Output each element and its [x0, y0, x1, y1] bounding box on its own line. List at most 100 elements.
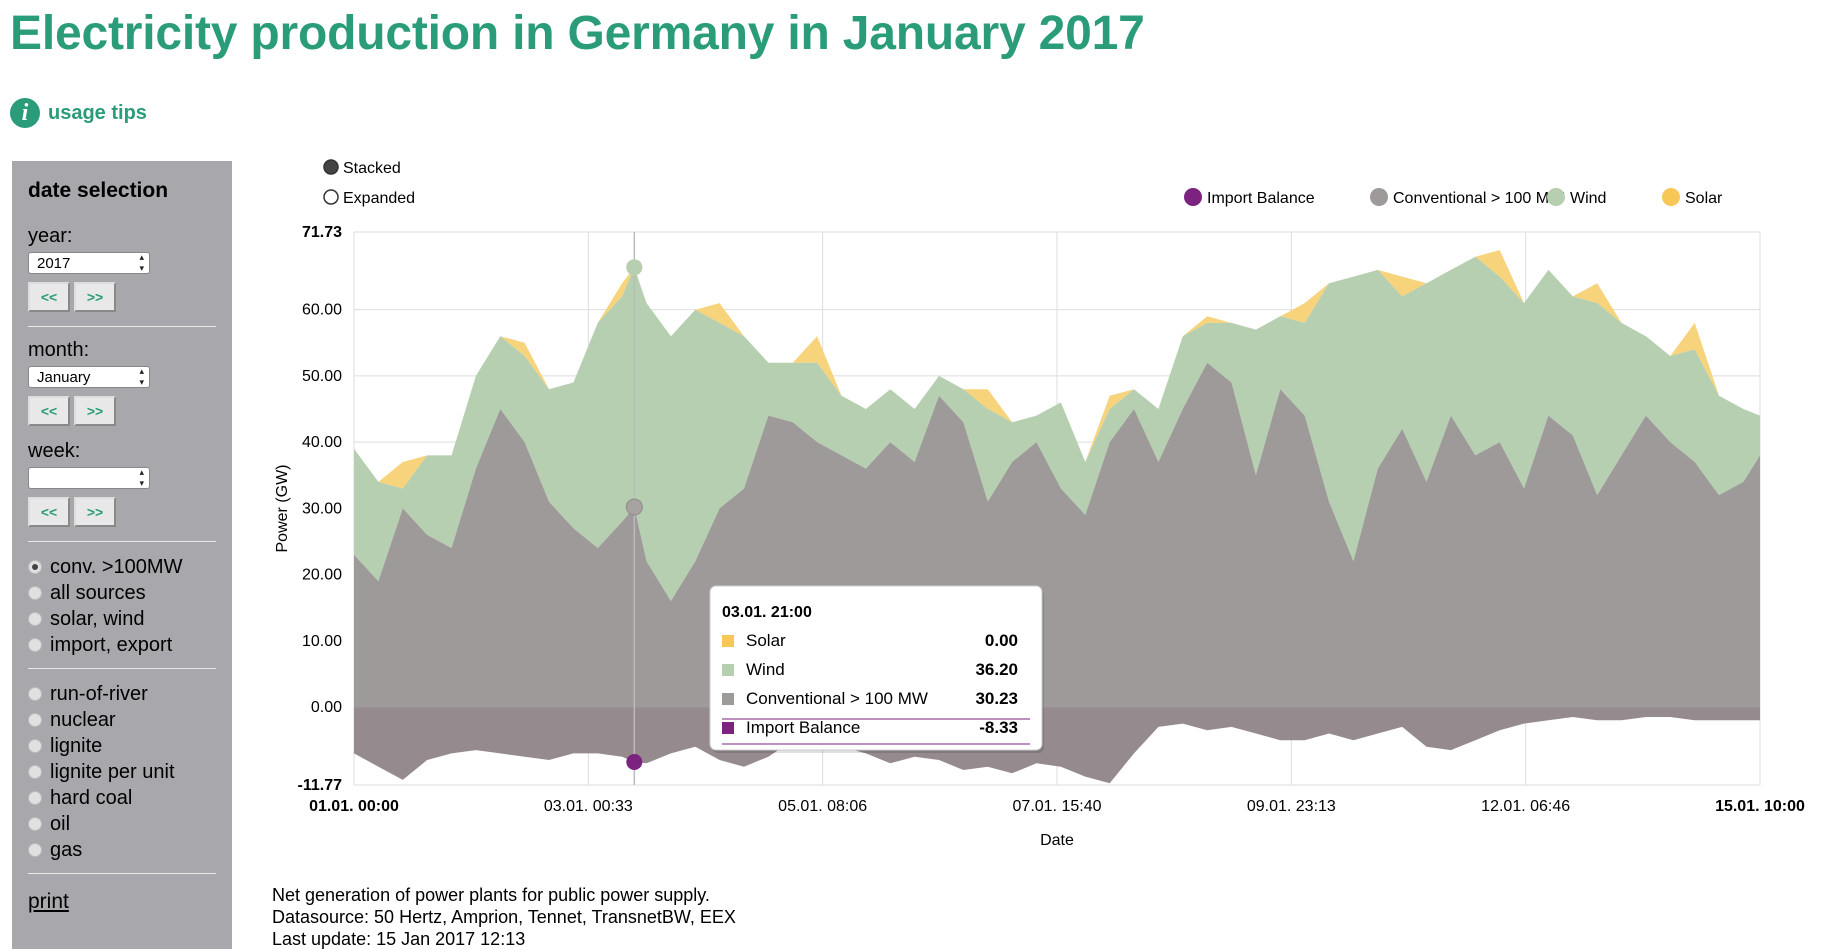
y-tick-label: 0.00 [311, 699, 342, 716]
x-tick-label: 03.01. 00:33 [544, 798, 633, 815]
radio-icon[interactable] [28, 765, 42, 779]
month-select[interactable]: January [28, 366, 150, 388]
legend-label[interactable]: Import Balance [1207, 190, 1315, 207]
y-tick-label: 71.73 [302, 224, 342, 241]
area-import-balance [354, 707, 1760, 784]
sidebar-heading: date selection [28, 179, 169, 202]
month-next-button[interactable]: >> [74, 396, 116, 426]
month-prev-button[interactable]: << [28, 396, 70, 426]
y-tick-label: -11.77 [298, 777, 343, 794]
tooltip-row-label: Import Balance [746, 718, 860, 737]
tooltip-swatch [722, 635, 734, 647]
legend-marker[interactable] [1662, 188, 1680, 206]
type-option[interactable]: gas [28, 837, 216, 863]
radio-icon[interactable] [28, 817, 42, 831]
source-option-label: import, export [50, 633, 173, 656]
legend-marker[interactable] [1547, 188, 1565, 206]
legend-label[interactable]: Conventional > 100 MW [1393, 190, 1565, 207]
type-option-label: lignite [50, 734, 103, 757]
radio-icon[interactable] [28, 843, 42, 857]
x-tick-label: 07.01. 15:40 [1013, 798, 1102, 815]
source-option[interactable]: all sources [28, 580, 216, 606]
radio-icon[interactable] [28, 713, 42, 727]
tooltip-row-label: Solar [746, 631, 786, 650]
radio-icon[interactable] [28, 739, 42, 753]
radio-icon[interactable] [28, 791, 42, 805]
y-axis-label: Power (GW) [274, 465, 291, 553]
print-link[interactable]: print [28, 890, 69, 913]
source-option[interactable]: conv. >100MW [28, 554, 216, 580]
type-option-label: nuclear [50, 708, 116, 731]
legend-label[interactable]: Solar [1685, 190, 1723, 207]
tooltip-row-label: Conventional > 100 MW [746, 689, 928, 708]
y-tick-label: 20.00 [302, 567, 342, 584]
legend-label[interactable]: Wind [1570, 190, 1606, 207]
y-tick-label: 50.00 [302, 368, 342, 385]
usage-tips-link[interactable]: i usage tips [10, 98, 147, 128]
week-prev-button[interactable]: << [28, 497, 70, 527]
week-next-button[interactable]: >> [74, 497, 116, 527]
radio-icon[interactable] [28, 586, 42, 600]
mode-label[interactable]: Expanded [343, 190, 415, 207]
hover-marker-conventional [625, 498, 643, 516]
x-tick-label: 12.01. 06:46 [1481, 798, 1570, 815]
year-next-button[interactable]: >> [74, 282, 116, 312]
legend-marker[interactable] [1184, 188, 1202, 206]
type-option-label: hard coal [50, 786, 133, 809]
type-option[interactable]: lignite per unit [28, 759, 216, 785]
chart[interactable]: 71.73 60.00 50.00 40.00 30.00 20.00 10.00 0.00 -… [240, 140, 1826, 860]
year-prev-button[interactable]: << [28, 282, 70, 312]
area-wind [354, 256, 1760, 602]
mode-radio-icon[interactable] [323, 189, 339, 205]
x-axis-label: Date [1040, 832, 1074, 849]
type-option-label: lignite per unit [50, 760, 175, 783]
source-options: conv. >100MW all sources solar, wind import… [28, 554, 216, 658]
tooltip-row-value: 30.23 [975, 689, 1018, 708]
x-tick-label: 05.01. 08:06 [778, 798, 867, 815]
mode-label[interactable]: Stacked [343, 160, 401, 177]
legend-marker[interactable] [1370, 188, 1388, 206]
week-select[interactable] [28, 467, 150, 489]
source-option[interactable]: solar, wind [28, 606, 216, 632]
tooltip-swatch [722, 664, 734, 676]
type-option[interactable]: nuclear [28, 707, 216, 733]
page-title: Electricity production in Germany in Jan… [10, 7, 1145, 60]
usage-tips-label: usage tips [48, 101, 147, 124]
source-option-label: conv. >100MW [50, 555, 183, 578]
tooltip [709, 585, 1043, 751]
type-option-label: oil [50, 812, 71, 835]
tooltip-row-value: 0.00 [985, 631, 1018, 650]
sidebar-divider [28, 326, 216, 327]
hover-marker-import [626, 754, 643, 771]
type-options: run-of-river nuclear lignite lignite per un… [28, 681, 216, 863]
sidebar-divider [28, 668, 216, 669]
tooltip-swatch [722, 693, 734, 705]
footer-line: Net generation of power plants for publi… [272, 885, 710, 905]
source-option-label: all sources [50, 581, 146, 604]
tooltip-row-label: Wind [746, 660, 785, 679]
footer-notes: Net generation of power plants for publi… [272, 884, 736, 950]
week-label: week: [28, 440, 81, 462]
radio-icon[interactable] [28, 612, 42, 626]
footer-line: Datasource: 50 Hertz, Amprion, Tennet, T… [272, 907, 736, 927]
tooltip-title: 03.01. 21:00 [722, 604, 812, 621]
tooltip-row-value: 36.20 [975, 660, 1018, 679]
y-tick-label: 60.00 [302, 302, 342, 319]
source-option[interactable]: import, export [28, 632, 216, 658]
radio-icon[interactable] [28, 638, 42, 652]
year-select[interactable]: 2017 [28, 252, 150, 274]
radio-icon[interactable] [28, 687, 42, 701]
type-option[interactable]: run-of-river [28, 681, 216, 707]
mode-radio-icon[interactable] [323, 159, 339, 175]
sidebar-divider [28, 541, 216, 542]
tooltip-row-value: -8.33 [979, 718, 1018, 737]
type-option[interactable]: hard coal [28, 785, 216, 811]
hover-marker-wind [626, 259, 643, 276]
sidebar-divider [28, 873, 216, 874]
area-conventional [354, 362, 1760, 708]
type-option[interactable]: oil [28, 811, 216, 837]
radio-icon[interactable] [28, 560, 42, 574]
type-option[interactable]: lignite [28, 733, 216, 759]
info-icon: i [10, 98, 40, 128]
x-tick-label: 01.01. 00:00 [309, 798, 399, 815]
